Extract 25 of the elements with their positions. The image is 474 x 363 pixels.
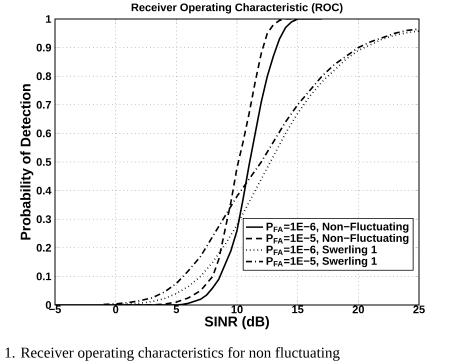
x-tick-label: 0 — [113, 306, 118, 314]
x-tick-label: 25 — [413, 306, 425, 314]
x-tick-label: 20 — [352, 306, 364, 314]
y-tick-label: 0.4 — [36, 186, 52, 194]
legend-label: P$_{FA}$=1E−5, Swerling 1 — [266, 256, 377, 268]
y-tick-label: 1 — [46, 15, 52, 23]
text: 1. Receiver operating characteristics for non fluctuating — [6, 346, 340, 361]
x-tick-label: 15 — [292, 306, 304, 314]
x-tick-label: 10 — [232, 306, 243, 314]
y-tick-label: 0.2 — [36, 244, 52, 252]
y-tick-label: 0.3 — [36, 215, 52, 224]
chart-title: Receiver Operating Characteristic (ROC) — [132, 3, 342, 14]
y-tick-label: 0.5 — [36, 158, 52, 166]
y-axis-title: Probability of Detection — [20, 84, 34, 240]
x-tick-label: −5 — [49, 306, 61, 314]
y-tick-label: 0.8 — [36, 72, 52, 80]
y-tick-label: 0.9 — [36, 44, 52, 52]
legend-label: P$_{FA}$=1E−5, Non−Fluctuating — [266, 234, 408, 244]
y-tick-label: 0.7 — [36, 100, 51, 109]
x-tick-label: 5 — [174, 306, 180, 314]
y-tick-label: 0.1 — [36, 272, 52, 280]
x-axis-title: SINR (dB) — [204, 316, 269, 330]
y-tick-label: 0.6 — [36, 130, 52, 138]
legend-label: P$_{FA}$=1E−6, Swerling 1 — [266, 245, 377, 256]
legend-label: P$_{FA}$=1E−6, Non−Fluctuating — [266, 222, 408, 233]
